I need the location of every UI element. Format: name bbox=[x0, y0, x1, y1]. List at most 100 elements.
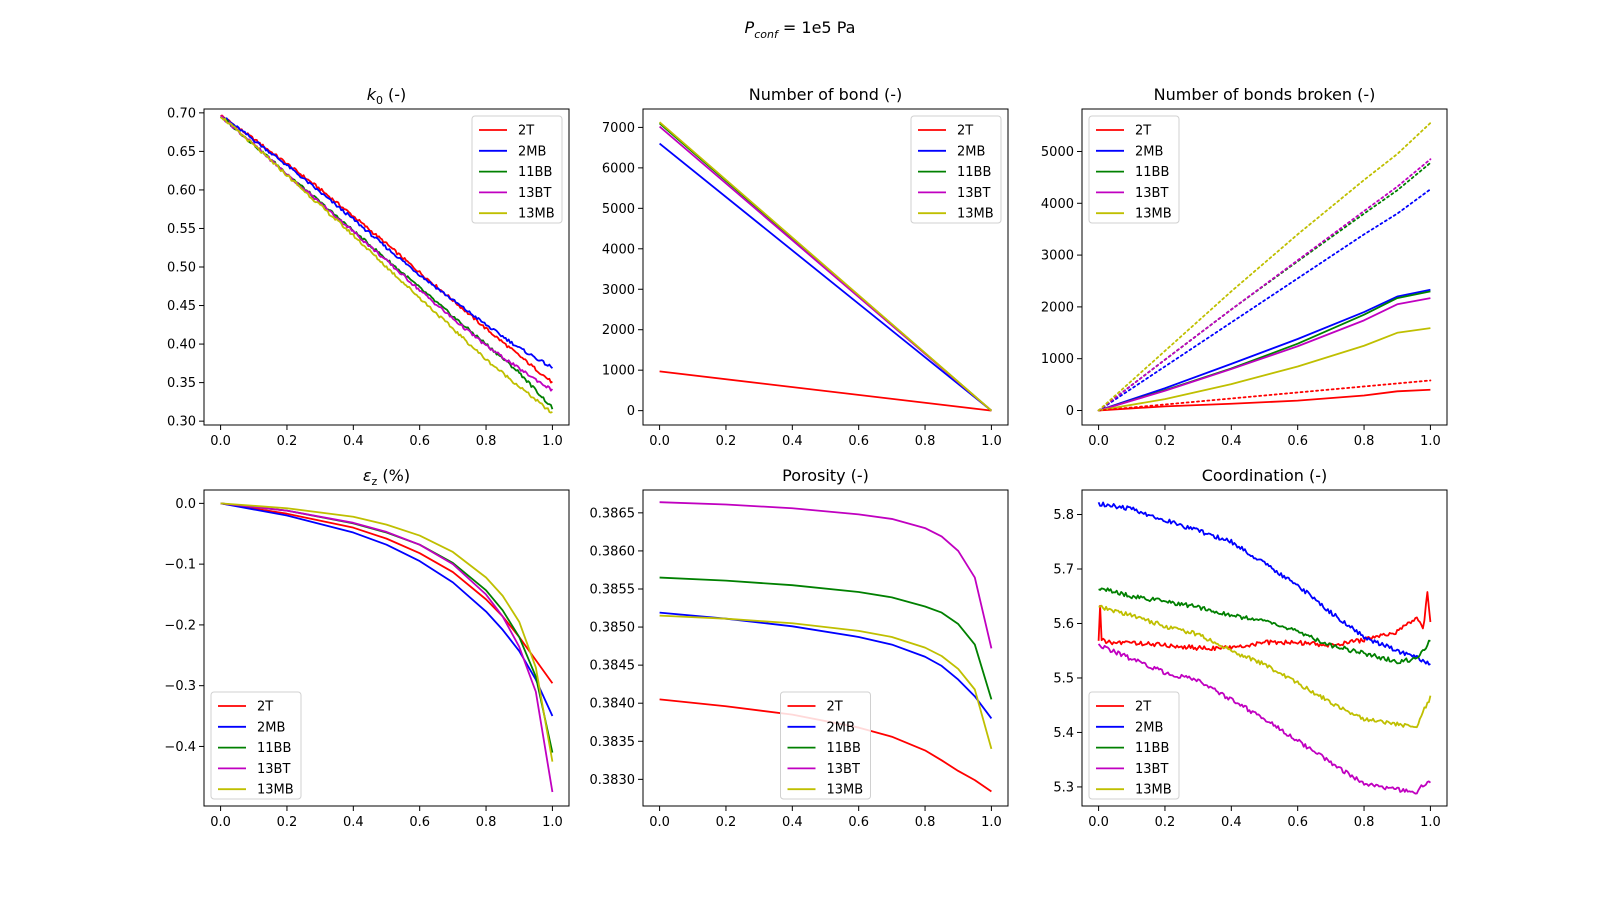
legend: 2T 2MB 11BB 13BT 13MB bbox=[780, 691, 871, 800]
x-tick-label: 1.0 bbox=[1420, 815, 1441, 830]
x-tick-label: 0.0 bbox=[649, 434, 670, 449]
y-tick-label: 3000 bbox=[602, 283, 635, 298]
y-tick-label: 0.45 bbox=[167, 299, 196, 314]
y-tick-label: −0.2 bbox=[164, 618, 196, 633]
x-tick-label: 1.0 bbox=[542, 434, 563, 449]
y-tick-label: 1000 bbox=[1041, 352, 1074, 367]
y-tick-label: 2000 bbox=[1041, 300, 1074, 315]
y-tick-label: 5.4 bbox=[1053, 726, 1074, 741]
y-tick-label: 0.3860 bbox=[590, 544, 636, 559]
legend-label-11BB: 11BB bbox=[257, 741, 291, 756]
legend-label-13BT: 13BT bbox=[257, 762, 290, 777]
series-line-2T bbox=[220, 502, 554, 684]
y-tick-label: −0.3 bbox=[164, 679, 196, 694]
legend-label-2T: 2T bbox=[257, 700, 273, 715]
x-tick-label: 0.6 bbox=[848, 434, 869, 449]
suptitle-symbol: P bbox=[745, 18, 755, 37]
legend-label-13BT: 13BT bbox=[1135, 186, 1168, 201]
suptitle-rest: = 1e5 Pa bbox=[778, 18, 856, 37]
x-tick-label: 0.8 bbox=[476, 434, 497, 449]
legend-label-2MB: 2MB bbox=[827, 720, 855, 735]
y-tick-label: 0.0 bbox=[175, 497, 196, 512]
y-tick-label: 6000 bbox=[602, 161, 635, 176]
x-tick-label: 0.4 bbox=[782, 434, 803, 449]
y-tick-label: 0 bbox=[1066, 404, 1074, 419]
series-line-13BT bbox=[1098, 297, 1431, 412]
legend-label-2T: 2T bbox=[827, 700, 843, 715]
y-tick-label: 1000 bbox=[602, 364, 635, 379]
y-tick-label: 0.3840 bbox=[590, 697, 636, 712]
legend-label-2MB: 2MB bbox=[257, 720, 285, 735]
x-tick-label: 0.0 bbox=[1088, 815, 1109, 830]
x-tick-label: 0.2 bbox=[1155, 434, 1176, 449]
series-line-2MB bbox=[659, 142, 992, 412]
x-tick-label: 0.4 bbox=[1221, 434, 1242, 449]
x-tick-label: 0.6 bbox=[848, 815, 869, 830]
series-line-2T bbox=[1097, 591, 1432, 652]
y-tick-label: 0.65 bbox=[167, 145, 196, 160]
legend-label-11BB: 11BB bbox=[1135, 165, 1169, 180]
x-tick-label: 0.0 bbox=[210, 434, 231, 449]
y-tick-label: 0.3855 bbox=[590, 582, 636, 597]
legend-label-2T: 2T bbox=[1135, 700, 1151, 715]
y-tick-label: 4000 bbox=[602, 242, 635, 257]
legend-box bbox=[210, 691, 302, 800]
x-tick-label: 0.0 bbox=[1088, 434, 1109, 449]
chart-title: Coordination (-) bbox=[1202, 466, 1328, 485]
x-tick-label: 0.4 bbox=[343, 815, 364, 830]
x-tick-label: 0.6 bbox=[409, 815, 430, 830]
series-line-11BB bbox=[1098, 587, 1431, 665]
x-tick-label: 0.2 bbox=[1155, 815, 1176, 830]
x-tick-label: 0.6 bbox=[409, 434, 430, 449]
chart-title: Number of bonds broken (-) bbox=[1154, 85, 1376, 104]
legend-label-13BT: 13BT bbox=[518, 186, 551, 201]
legend-box bbox=[471, 115, 563, 224]
legend-label-2MB: 2MB bbox=[518, 144, 546, 159]
x-tick-label: 1.0 bbox=[542, 815, 563, 830]
legend-label-2T: 2T bbox=[957, 124, 973, 139]
legend-label-13MB: 13MB bbox=[257, 783, 294, 798]
legend-label-11BB: 11BB bbox=[827, 741, 861, 756]
series-line-2T-dotted bbox=[1097, 379, 1432, 412]
series-line-2T bbox=[220, 114, 553, 384]
chart-panel-5: Porosity (-) 0.0 0.2 0.4 0.6 0.8 1.0 0.3830 0.38… bbox=[590, 466, 1009, 830]
chart-title-symbol: ε bbox=[363, 466, 372, 485]
x-tick-label: 0.2 bbox=[716, 434, 737, 449]
series-line-13MB bbox=[1098, 327, 1431, 412]
plot-area bbox=[220, 114, 554, 414]
chart-title: Porosity (-) bbox=[782, 466, 869, 485]
legend-box bbox=[780, 691, 871, 800]
chart-panel-4: εz (%) 0.0 0.2 0.4 0.6 0.8 1.0 0.0 −0.1 −0.2 −0.3 −… bbox=[164, 466, 570, 830]
series-line-13MB bbox=[659, 614, 993, 750]
series-line-13MB bbox=[220, 502, 554, 762]
y-tick-label: −0.4 bbox=[164, 740, 196, 755]
x-tick-label: 1.0 bbox=[1420, 434, 1441, 449]
y-tick-label: 3000 bbox=[1041, 249, 1074, 264]
chart-title-subscript: 0 bbox=[376, 94, 383, 107]
series-line-13MB bbox=[658, 121, 993, 412]
y-tick-label: 0.40 bbox=[167, 338, 196, 353]
series-line-13BT bbox=[220, 502, 554, 793]
y-tick-label: 0.3865 bbox=[590, 506, 636, 521]
x-tick-label: 0.6 bbox=[1287, 434, 1308, 449]
legend-label-2MB: 2MB bbox=[957, 144, 985, 159]
legend-label-13BT: 13BT bbox=[827, 762, 860, 777]
legend-label-13MB: 13MB bbox=[518, 207, 555, 222]
legend-box bbox=[1088, 691, 1180, 800]
y-tick-label: 0.30 bbox=[167, 415, 196, 430]
series-line-2MB bbox=[659, 611, 993, 719]
x-tick-label: 0.4 bbox=[343, 434, 364, 449]
y-tick-label: 5.7 bbox=[1053, 563, 1074, 578]
series-line-2MB bbox=[220, 115, 554, 369]
legend-label-13BT: 13BT bbox=[1135, 762, 1168, 777]
x-tick-label: 0.0 bbox=[649, 815, 670, 830]
legend-label-13MB: 13MB bbox=[1135, 207, 1172, 222]
y-tick-label: 0.60 bbox=[167, 183, 196, 198]
x-tick-label: 0.2 bbox=[716, 815, 737, 830]
y-tick-label: 5.5 bbox=[1053, 671, 1074, 686]
series-line-2T bbox=[659, 698, 992, 793]
chart-title: Number of bond (-) bbox=[749, 85, 902, 104]
chart-panel-3: Number of bonds broken (-) 0.0 0.2 0.4 0.6 0.… bbox=[1041, 85, 1448, 449]
series-line-2MB bbox=[1098, 288, 1431, 412]
